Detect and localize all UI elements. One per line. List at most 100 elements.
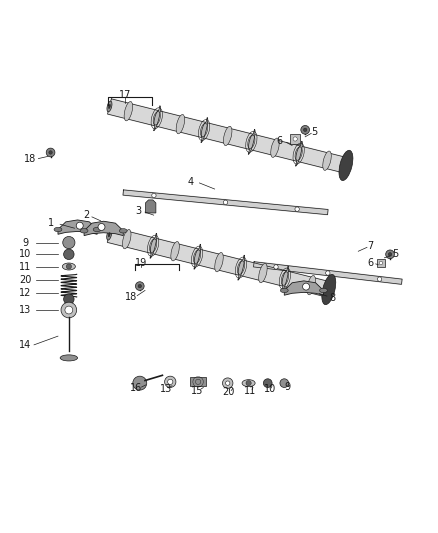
Text: 5: 5 xyxy=(392,249,399,260)
Circle shape xyxy=(280,379,289,387)
Circle shape xyxy=(223,378,233,389)
Text: 4: 4 xyxy=(187,176,194,187)
Polygon shape xyxy=(108,99,348,173)
Text: 6: 6 xyxy=(367,258,374,268)
Ellipse shape xyxy=(171,241,179,261)
Text: 15: 15 xyxy=(191,385,203,395)
Text: 11: 11 xyxy=(244,386,257,396)
Text: 18: 18 xyxy=(125,292,137,302)
Ellipse shape xyxy=(176,115,185,134)
Circle shape xyxy=(325,271,330,275)
Ellipse shape xyxy=(322,274,336,305)
Bar xyxy=(190,377,206,386)
Ellipse shape xyxy=(280,288,288,293)
Ellipse shape xyxy=(108,232,110,237)
Circle shape xyxy=(379,261,383,265)
Text: 1: 1 xyxy=(48,218,54,228)
Text: 10: 10 xyxy=(264,384,276,394)
Ellipse shape xyxy=(54,228,62,232)
Ellipse shape xyxy=(323,151,331,171)
Circle shape xyxy=(301,125,310,134)
Polygon shape xyxy=(123,190,328,215)
Bar xyxy=(377,259,385,268)
Ellipse shape xyxy=(320,288,327,293)
Circle shape xyxy=(66,264,71,269)
Ellipse shape xyxy=(124,101,133,121)
Polygon shape xyxy=(201,117,208,143)
Ellipse shape xyxy=(80,229,88,233)
Circle shape xyxy=(274,265,278,269)
Polygon shape xyxy=(238,255,245,280)
Text: 18: 18 xyxy=(24,154,36,164)
Text: 14: 14 xyxy=(19,340,32,350)
Ellipse shape xyxy=(215,253,223,272)
Ellipse shape xyxy=(109,104,110,109)
Circle shape xyxy=(386,250,394,259)
Circle shape xyxy=(135,282,144,290)
Text: 8: 8 xyxy=(329,293,335,303)
Bar xyxy=(290,134,300,144)
Circle shape xyxy=(263,379,272,387)
Ellipse shape xyxy=(62,263,75,270)
Text: 19: 19 xyxy=(134,258,147,268)
Text: 16: 16 xyxy=(130,383,142,393)
Circle shape xyxy=(223,200,228,205)
Text: 9: 9 xyxy=(285,383,291,392)
Circle shape xyxy=(46,148,55,157)
Polygon shape xyxy=(284,281,323,295)
Polygon shape xyxy=(282,266,289,291)
Text: 20: 20 xyxy=(223,387,235,397)
Circle shape xyxy=(65,306,73,314)
Polygon shape xyxy=(248,130,255,155)
Text: 7: 7 xyxy=(367,240,374,251)
Circle shape xyxy=(49,151,52,154)
Circle shape xyxy=(165,376,176,387)
Text: 6: 6 xyxy=(277,136,283,146)
Circle shape xyxy=(138,284,141,288)
Text: 13: 13 xyxy=(160,384,172,394)
Polygon shape xyxy=(154,106,160,131)
Circle shape xyxy=(76,222,83,229)
Polygon shape xyxy=(58,220,97,235)
Ellipse shape xyxy=(242,379,255,386)
Text: 2: 2 xyxy=(83,210,89,220)
Circle shape xyxy=(64,249,74,260)
Text: 17: 17 xyxy=(119,90,131,100)
Polygon shape xyxy=(84,221,123,236)
Circle shape xyxy=(98,223,105,230)
Polygon shape xyxy=(194,244,201,269)
Text: 11: 11 xyxy=(19,262,32,271)
Circle shape xyxy=(293,137,297,141)
Ellipse shape xyxy=(271,138,279,157)
Circle shape xyxy=(389,253,392,256)
Circle shape xyxy=(63,237,75,249)
Ellipse shape xyxy=(307,276,315,295)
Polygon shape xyxy=(254,262,402,284)
Text: 12: 12 xyxy=(19,288,32,298)
Circle shape xyxy=(295,207,299,212)
Circle shape xyxy=(246,381,251,386)
Ellipse shape xyxy=(259,263,267,282)
Polygon shape xyxy=(296,141,302,166)
Polygon shape xyxy=(150,233,157,259)
Text: 20: 20 xyxy=(19,276,32,286)
Circle shape xyxy=(61,302,77,318)
Circle shape xyxy=(64,294,74,304)
Polygon shape xyxy=(145,200,156,213)
Ellipse shape xyxy=(119,229,127,233)
Circle shape xyxy=(226,381,230,385)
Ellipse shape xyxy=(60,355,78,361)
Ellipse shape xyxy=(107,229,112,240)
Circle shape xyxy=(304,128,307,132)
Circle shape xyxy=(168,379,173,384)
Ellipse shape xyxy=(223,126,232,146)
Ellipse shape xyxy=(123,230,131,249)
Text: 5: 5 xyxy=(311,126,318,136)
Polygon shape xyxy=(107,227,331,297)
Circle shape xyxy=(152,193,156,198)
Text: 3: 3 xyxy=(135,206,141,216)
Circle shape xyxy=(133,376,147,390)
Ellipse shape xyxy=(339,150,353,181)
Text: 10: 10 xyxy=(19,249,32,260)
Circle shape xyxy=(378,277,382,281)
